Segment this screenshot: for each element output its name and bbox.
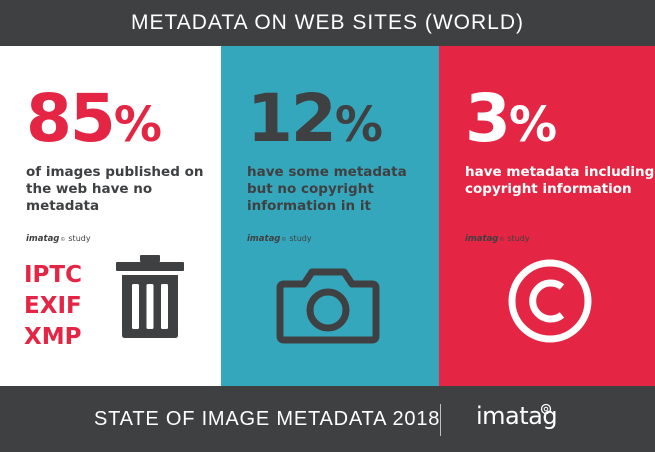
trash-icon: [114, 253, 186, 343]
footer-divider: [440, 404, 441, 436]
stat-description: have some metadata but no copyright info…: [247, 164, 407, 214]
stat-panel-with-copyright: 3% have metadata including copyright inf…: [439, 46, 655, 386]
format-xmp: XMP: [24, 324, 82, 350]
header-bar: METADATA ON WEB SITES (WORLD): [0, 0, 655, 46]
imatag-logo-mark-icon: [540, 400, 552, 419]
page-title: METADATA ON WEB SITES (WORLD): [130, 11, 524, 34]
stat-value: 3%: [465, 80, 558, 157]
imatag-logo: imatag: [476, 402, 558, 430]
imatag-study-credit: imatag © study: [26, 234, 91, 244]
format-exif: EXIF: [24, 293, 82, 319]
metadata-formats-list: IPTC EXIF XMP: [24, 260, 82, 353]
imatag-study-credit: imatag © study: [465, 234, 530, 244]
copyright-icon: [507, 258, 593, 348]
imatag-study-credit: imatag © study: [247, 234, 312, 244]
stat-value: 12%: [247, 80, 383, 157]
stat-description: have metadata including copyright inform…: [465, 164, 655, 197]
stat-panel-no-metadata: 85% of images published on the web have …: [0, 46, 221, 386]
footer-title: STATE OF IMAGE METADATA 2018: [94, 407, 441, 430]
format-iptc: IPTC: [24, 262, 82, 288]
stat-panel-no-copyright: 12% have some metadata but no copyright …: [221, 46, 439, 386]
stat-description: of images published on the web have no m…: [26, 164, 204, 214]
footer-bar: STATE OF IMAGE METADATA 2018 imatag: [0, 386, 655, 452]
stat-value: 85%: [26, 80, 162, 157]
camera-icon: [276, 264, 380, 348]
